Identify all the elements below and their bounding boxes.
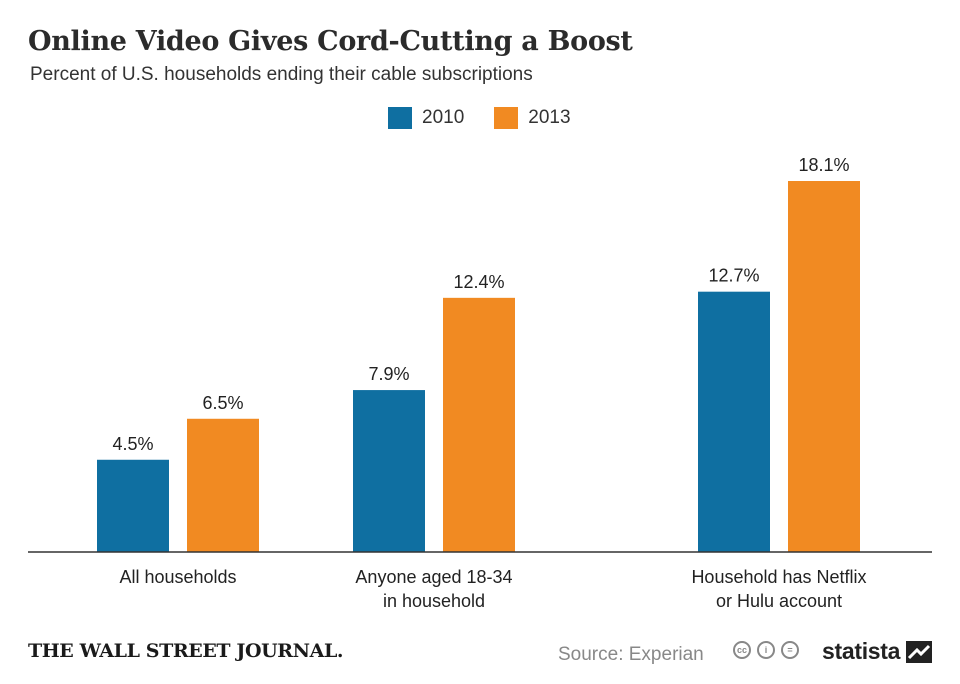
attribution-icon: i xyxy=(757,641,775,659)
legend-label-2013: 2013 xyxy=(528,107,571,128)
brand-name: statista xyxy=(822,638,901,664)
bar-2010-0 xyxy=(97,459,169,552)
data-label-2010-1: 7.9% xyxy=(368,364,409,384)
cc-icon: cc xyxy=(733,641,751,659)
legend-label-2010: 2010 xyxy=(422,107,465,128)
legend-swatch-2013 xyxy=(494,107,519,129)
category-label-2-1: or Hulu account xyxy=(716,591,842,611)
legend-swatch-2010 xyxy=(388,107,412,129)
statista-logo-icon xyxy=(906,640,933,663)
data-label-2010-0: 4.5% xyxy=(112,434,153,454)
license-icons: cc i = xyxy=(733,641,805,659)
bar-2013-0 xyxy=(187,418,259,552)
data-label-2013-1: 12.4% xyxy=(453,272,504,292)
bar-2013-2 xyxy=(788,181,860,552)
legend-item-2010: 2010 xyxy=(388,107,464,129)
chart-title: Online Video Gives Cord-Cutting a Boost xyxy=(28,26,633,57)
statista-brand[interactable]: statista xyxy=(822,638,933,665)
bar-2013-1 xyxy=(443,297,515,552)
category-label-2-0: Household has Netflix xyxy=(691,567,866,587)
data-label-2013-0: 6.5% xyxy=(202,393,243,413)
data-label-2013-2: 18.1% xyxy=(798,155,849,175)
no-derivatives-icon: = xyxy=(781,641,799,659)
category-label-1-1: in household xyxy=(383,591,485,611)
bar-2010-1 xyxy=(353,390,425,552)
bar-2010-2 xyxy=(698,291,770,552)
legend-item-2013: 2013 xyxy=(494,107,571,129)
data-label-2010-2: 12.7% xyxy=(708,266,759,286)
publisher-logo: THE WALL STREET JOURNAL. xyxy=(28,640,344,662)
chart-subtitle: Percent of U.S. households ending their … xyxy=(30,64,533,85)
category-label-0-0: All households xyxy=(119,567,236,587)
category-label-1-0: Anyone aged 18-34 xyxy=(355,567,512,587)
source-note: Source: Experian xyxy=(558,644,704,665)
legend: 2010 2013 xyxy=(388,107,601,129)
